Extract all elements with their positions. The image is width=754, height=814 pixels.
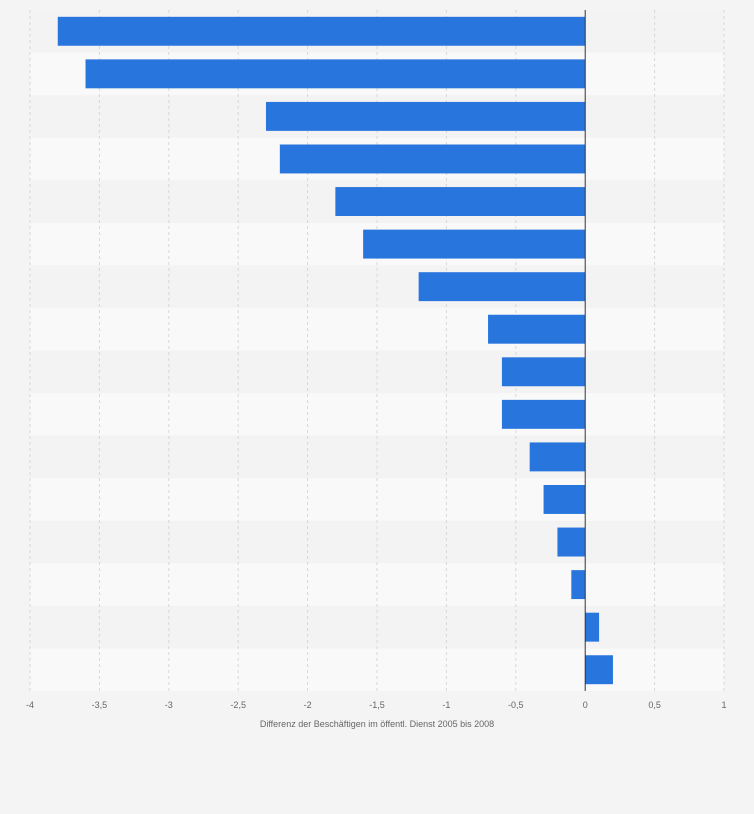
bar — [57, 16, 586, 46]
x-tick-label: -1,5 — [369, 700, 385, 710]
bar — [488, 314, 586, 344]
bar — [529, 442, 586, 472]
x-tick-label: -3 — [165, 700, 173, 710]
bar — [585, 655, 613, 685]
x-tick-label: -4 — [26, 700, 34, 710]
bar — [335, 187, 586, 217]
x-tick-label: -1 — [442, 700, 450, 710]
x-tick-label: -0,5 — [508, 700, 524, 710]
bar — [418, 272, 586, 302]
x-tick-label: -3,5 — [92, 700, 108, 710]
bar — [501, 399, 586, 429]
x-tick-label: 0,5 — [648, 700, 661, 710]
x-axis-label: Differenz der Beschäftigen im öffentl. D… — [260, 719, 494, 729]
bar — [543, 484, 586, 514]
bar — [585, 612, 600, 642]
bar — [363, 229, 586, 259]
x-tick-label: -2,5 — [230, 700, 246, 710]
bar — [501, 357, 586, 387]
bar — [265, 101, 586, 131]
bars — [57, 16, 613, 685]
x-tick-labels: -4 -3,5 -3 -2,5 -2 -1,5 -1 -0,5 0 0,5 1 — [26, 700, 727, 710]
x-tick-label: -2 — [304, 700, 312, 710]
bar — [557, 527, 586, 557]
bar — [279, 144, 586, 174]
x-tick-label: 0 — [583, 700, 588, 710]
bar — [571, 570, 586, 600]
bar — [85, 59, 586, 89]
x-tick-label: 1 — [721, 700, 726, 710]
